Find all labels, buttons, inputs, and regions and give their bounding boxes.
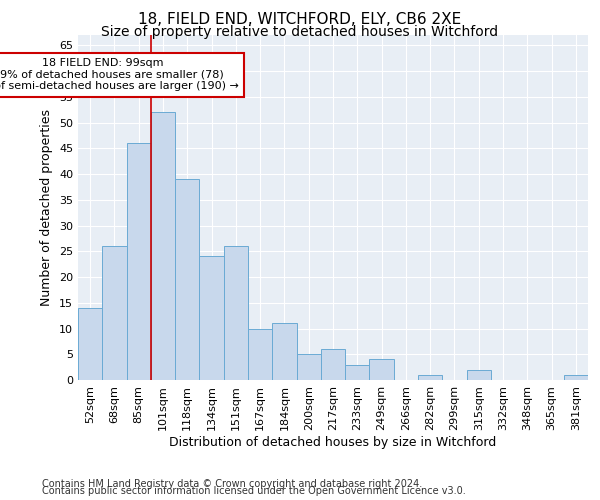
Text: Contains HM Land Registry data © Crown copyright and database right 2024.: Contains HM Land Registry data © Crown c… (42, 479, 422, 489)
Text: 18 FIELD END: 99sqm
← 29% of detached houses are smaller (78)
71% of semi-detach: 18 FIELD END: 99sqm ← 29% of detached ho… (0, 58, 239, 92)
Bar (370, 360, 394, 380)
Bar (345, 364, 370, 380)
Bar (418, 375, 442, 380)
Bar (224, 246, 248, 380)
Bar (564, 375, 588, 380)
Bar (321, 349, 345, 380)
Bar (127, 143, 151, 380)
Bar (248, 328, 272, 380)
Bar (102, 246, 127, 380)
Y-axis label: Number of detached properties: Number of detached properties (40, 109, 53, 306)
Bar (467, 370, 491, 380)
Text: Contains public sector information licensed under the Open Government Licence v3: Contains public sector information licen… (42, 486, 466, 496)
Bar (151, 112, 175, 380)
Bar (296, 354, 321, 380)
Bar (78, 308, 102, 380)
Text: Size of property relative to detached houses in Witchford: Size of property relative to detached ho… (101, 25, 499, 39)
Bar (199, 256, 224, 380)
Bar (272, 324, 296, 380)
X-axis label: Distribution of detached houses by size in Witchford: Distribution of detached houses by size … (169, 436, 497, 448)
Text: 18, FIELD END, WITCHFORD, ELY, CB6 2XE: 18, FIELD END, WITCHFORD, ELY, CB6 2XE (139, 12, 461, 28)
Bar (175, 179, 199, 380)
